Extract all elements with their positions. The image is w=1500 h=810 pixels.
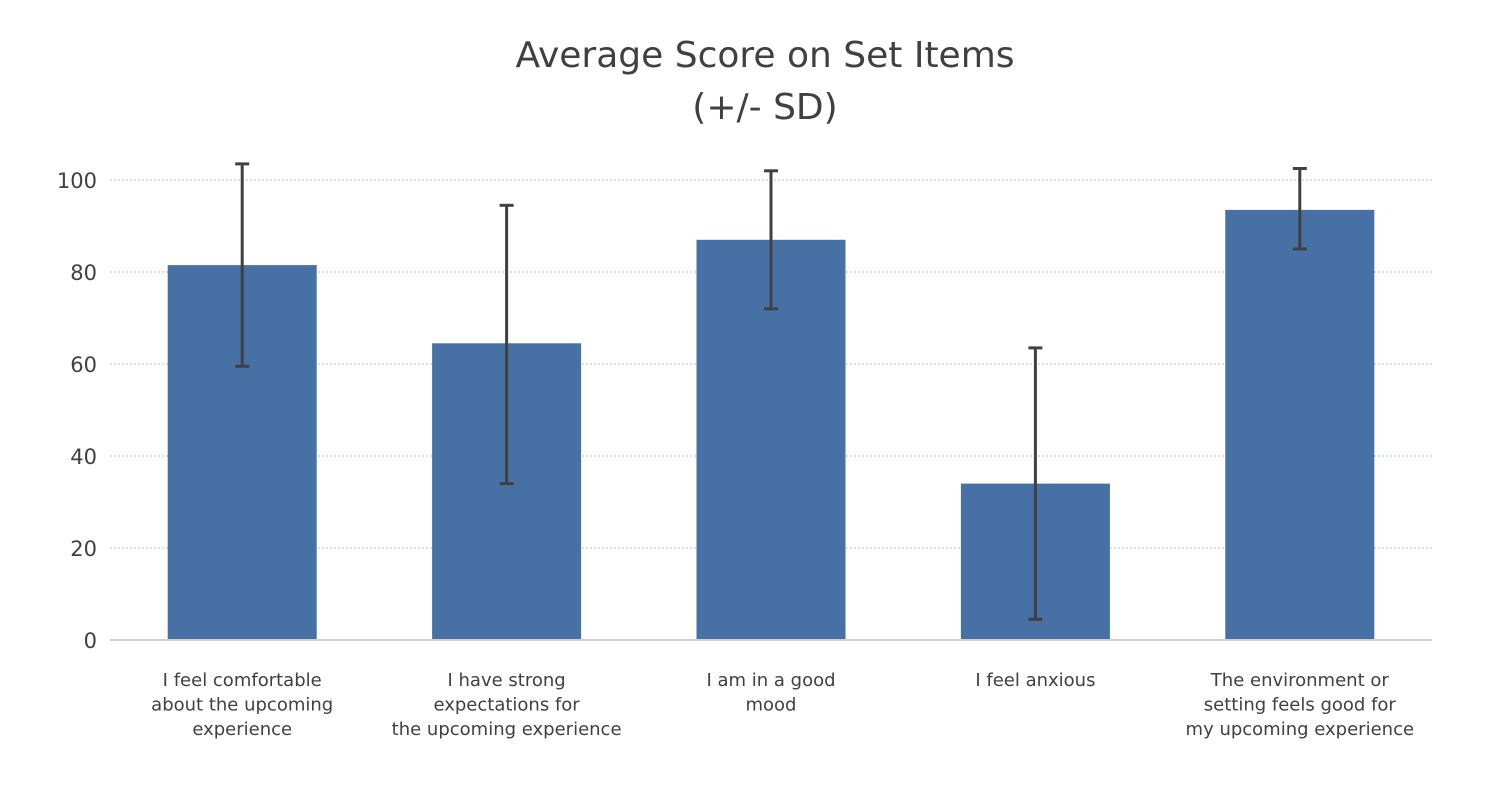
error-bar [1292, 167, 1307, 251]
x-category-label: I have strong expectations for the upcomin… [392, 670, 622, 740]
chart-title-line-2: (+/- SD) [692, 87, 837, 128]
y-axis-ticks: 0 20 40 60 80 100 [57, 169, 97, 653]
x-category-label-line: I have strong [447, 670, 565, 691]
x-category-label-line: mood [746, 695, 797, 716]
error-bar [1028, 346, 1043, 621]
y-tick-label: 80 [70, 261, 97, 285]
error-bar [499, 203, 514, 486]
x-category-label-line: I feel anxious [975, 670, 1095, 691]
x-category-label-line: the upcoming experience [392, 719, 622, 740]
x-category-label-line: about the upcoming [151, 695, 333, 716]
x-category-label-line: my upcoming experience [1186, 719, 1415, 740]
chart-title-line-1: Average Score on Set Items [515, 35, 1014, 76]
x-category-label-line: I feel comfortable [163, 670, 322, 691]
y-tick-label: 20 [70, 537, 97, 561]
x-axis-labels: I feel comfortable about the upcoming expe… [151, 670, 1414, 740]
error-bar [764, 169, 778, 311]
x-category-label: I feel comfortable about the upcoming expe… [151, 670, 333, 740]
x-category-label-line: The environment or [1210, 670, 1390, 691]
error-bars [235, 162, 1307, 621]
chart-title: Average Score on Set Items (+/- SD) [515, 35, 1014, 128]
error-bar [235, 162, 250, 368]
x-category-label: The environment or setting feels good for… [1186, 670, 1415, 740]
y-tick-label: 0 [84, 629, 97, 653]
x-category-label-line: experience [192, 719, 292, 740]
x-category-label: I am in a good mood [706, 670, 835, 716]
x-category-label-line: expectations for [433, 695, 580, 716]
y-tick-label: 60 [70, 353, 97, 377]
x-category-label-line: I am in a good [706, 670, 835, 691]
y-tick-label: 100 [57, 169, 97, 193]
y-tick-label: 40 [70, 445, 97, 469]
bars [167, 209, 1375, 641]
x-category-label-line: setting feels good for [1204, 695, 1397, 716]
bar [1225, 209, 1375, 640]
x-category-label: I feel anxious [975, 670, 1095, 691]
